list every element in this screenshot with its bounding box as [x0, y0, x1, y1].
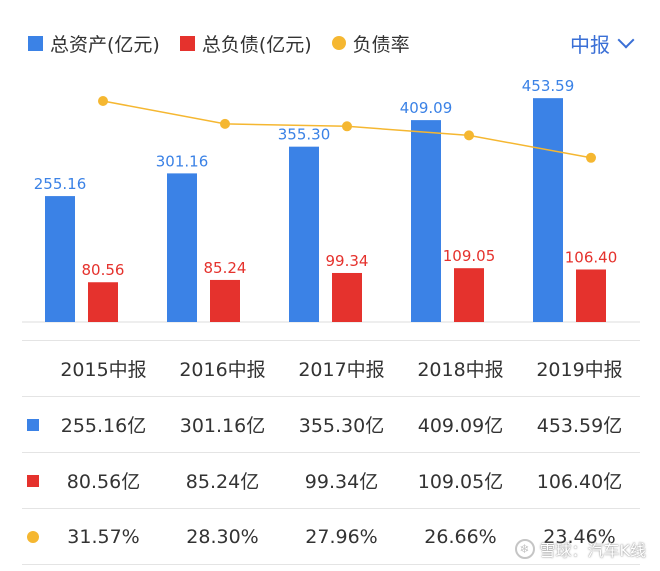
- table-header-cell: 2015中报: [60, 359, 147, 381]
- table-cell: 80.56亿: [66, 471, 141, 493]
- table-row-liabilities: 80.56亿 85.24亿 99.34亿 109.05亿 106.40亿: [22, 453, 640, 509]
- legend-label-assets: 总资产(亿元): [50, 33, 160, 56]
- point-ratio[interactable]: [220, 118, 230, 129]
- table-cell: 301.16亿: [179, 415, 266, 437]
- table-cell: 27.96%: [305, 525, 378, 548]
- data-label-liabilities: 80.56: [82, 261, 125, 279]
- point-ratio[interactable]: [342, 121, 352, 132]
- legend-dot-ratio: [331, 36, 346, 50]
- table-header-row: 2015中报 2016中报 2017中报 2018中报 2019中报: [22, 341, 640, 397]
- snowball-logo-icon: ❄: [514, 539, 535, 559]
- table-marker-liabilities: [27, 474, 39, 487]
- bar-liabilities[interactable]: [88, 282, 118, 322]
- legend-label-ratio: 负债率: [352, 33, 410, 56]
- data-label-liabilities: 85.24: [204, 259, 247, 277]
- table-cell: 99.34亿: [304, 471, 379, 493]
- chart-plot: 255.16 80.56 301.16 85.24 355.30 99.34 409.09 1…: [22, 77, 640, 323]
- period-selector[interactable]: 中报: [570, 28, 635, 58]
- point-ratio[interactable]: [464, 130, 474, 141]
- chart-legend: 总资产(亿元) 总负债(亿元) 负债率: [28, 28, 430, 58]
- table-marker-assets: [27, 418, 39, 431]
- table-cell: 23.46%: [543, 525, 616, 548]
- data-label-liabilities: 106.40: [565, 248, 618, 266]
- bar-liabilities[interactable]: [210, 279, 240, 322]
- data-label-assets: 409.09: [400, 99, 453, 117]
- legend-label-liabilities: 总负债(亿元): [201, 33, 312, 56]
- data-label-assets: 255.16: [34, 175, 87, 193]
- bar-assets[interactable]: [167, 173, 197, 322]
- data-label-liabilities: 109.05: [443, 247, 496, 265]
- bar-assets[interactable]: [45, 196, 75, 322]
- table-cell: 255.16亿: [60, 415, 147, 437]
- period-selector-label: 中报: [570, 32, 610, 57]
- table-cell: 26.66%: [424, 525, 497, 548]
- watermark-text: 雪球：汽车K线: [539, 541, 647, 560]
- legend-item-ratio[interactable]: 负债率: [331, 30, 410, 57]
- table-cell: 109.05亿: [417, 471, 504, 493]
- table-header-cell: 2018中报: [417, 359, 504, 381]
- table-cell: 453.59亿: [536, 415, 623, 437]
- table-cell: 28.30%: [186, 525, 259, 548]
- point-ratio[interactable]: [586, 152, 596, 163]
- table-row-assets: 255.16亿 301.16亿 355.30亿 409.09亿 453.59亿: [22, 397, 640, 453]
- bar-assets[interactable]: [411, 120, 441, 322]
- table-row-ratio: 31.57% 28.30% 27.96% 26.66% 23.46%: [22, 509, 640, 565]
- bar-assets[interactable]: [289, 146, 319, 322]
- legend-swatch-liabilities: [179, 35, 195, 51]
- bar-assets[interactable]: [533, 98, 563, 322]
- table-cell: 106.40亿: [536, 471, 623, 493]
- table-header-cell: 2019中报: [536, 359, 623, 381]
- table-marker-ratio: [27, 530, 39, 543]
- data-table: 2015中报 2016中报 2017中报 2018中报 2019中报 255.1…: [22, 340, 640, 565]
- data-label-assets: 355.30: [278, 126, 331, 144]
- legend-item-assets[interactable]: 总资产(亿元): [28, 30, 160, 57]
- table-cell: 85.24亿: [185, 471, 260, 493]
- bar-liabilities[interactable]: [454, 268, 484, 322]
- table-cell: 355.30亿: [298, 415, 385, 437]
- data-label-assets: 301.16: [156, 152, 209, 170]
- bar-liabilities[interactable]: [332, 272, 362, 322]
- table-cell: 409.09亿: [417, 415, 504, 437]
- bar-liabilities[interactable]: [576, 269, 606, 322]
- legend-swatch-assets: [28, 35, 43, 51]
- data-label-assets: 453.59: [522, 77, 575, 95]
- table-cell: 31.57%: [67, 525, 140, 548]
- table-header-cell: 2016中报: [179, 359, 266, 381]
- legend-item-liabilities[interactable]: 总负债(亿元): [179, 30, 312, 57]
- point-ratio[interactable]: [98, 96, 108, 107]
- table-header-cell: 2017中报: [298, 359, 385, 381]
- watermark: ❄ 雪球：汽车K线: [514, 537, 647, 561]
- data-label-liabilities: 99.34: [326, 252, 369, 270]
